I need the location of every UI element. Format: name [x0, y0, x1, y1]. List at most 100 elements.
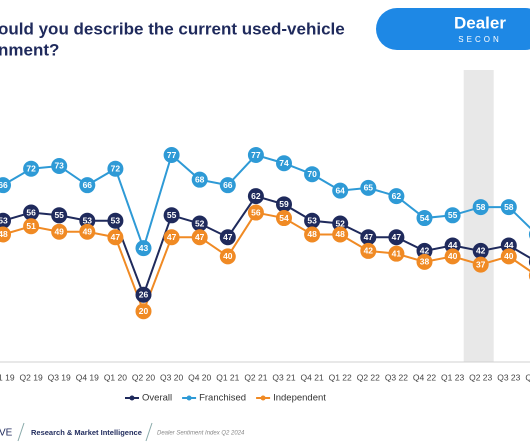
point — [247, 188, 264, 205]
value-label: 66 — [83, 180, 93, 190]
value-label: 62 — [251, 191, 261, 201]
x-tick-label: Q2 20 — [132, 372, 155, 382]
value-label: 48 — [335, 229, 345, 239]
value-label: 40 — [223, 251, 233, 261]
point — [107, 160, 124, 177]
point — [23, 218, 40, 235]
x-tick-label: Q2 19 — [20, 372, 43, 382]
value-label: 77 — [251, 150, 261, 160]
point — [51, 223, 68, 240]
point — [163, 207, 180, 224]
value-label: 37 — [476, 259, 486, 269]
value-label: 55 — [54, 210, 64, 220]
x-tick-label: Q4 23 — [525, 372, 530, 382]
value-label: 38 — [420, 257, 430, 267]
value-label: 42 — [364, 246, 374, 256]
value-label: 53 — [83, 216, 93, 226]
x-tick-label: Q1 20 — [104, 372, 127, 382]
value-label: 49 — [83, 226, 93, 236]
value-label: 54 — [279, 213, 289, 223]
point — [444, 237, 461, 254]
value-label: 52 — [335, 218, 345, 228]
x-tick-label: Q3 22 — [385, 372, 408, 382]
value-label: 44 — [504, 240, 514, 250]
x-tick-label: Q3 20 — [160, 372, 183, 382]
footer-source: Dealer Sentiment Index Q2 2024 — [157, 431, 245, 437]
value-label: 26 — [139, 290, 149, 300]
footer-division: Research & Market Intelligence — [31, 428, 142, 437]
value-label: 58 — [476, 202, 486, 212]
point — [0, 212, 11, 229]
legend-label: Independent — [273, 393, 326, 404]
value-label: 66 — [0, 180, 8, 190]
header-badge — [376, 8, 530, 50]
badge-title: Dealer — [454, 13, 506, 32]
value-label: 47 — [364, 232, 374, 242]
value-label: 53 — [0, 216, 8, 226]
point — [219, 248, 236, 265]
value-label: 49 — [54, 226, 64, 236]
divider — [17, 422, 25, 442]
value-label: 68 — [195, 174, 205, 184]
point — [416, 253, 433, 270]
value-label: 41 — [392, 248, 402, 258]
legend-marker — [186, 395, 192, 401]
value-label: 51 — [26, 221, 36, 231]
point — [388, 245, 405, 262]
value-label: 58 — [504, 202, 514, 212]
value-label: 73 — [54, 161, 64, 171]
value-label: 55 — [448, 210, 458, 220]
x-tick-label: Q4 20 — [188, 372, 211, 382]
x-tick-label: Q2 21 — [244, 372, 267, 382]
point — [79, 223, 96, 240]
point — [388, 229, 405, 246]
point — [332, 215, 349, 232]
value-label: 54 — [420, 213, 430, 223]
point — [416, 242, 433, 259]
divider — [145, 422, 153, 442]
x-tick-label: Q3 19 — [48, 372, 71, 382]
value-label: 42 — [420, 246, 430, 256]
point — [304, 226, 321, 243]
value-label: 56 — [251, 207, 261, 217]
point — [51, 157, 68, 174]
value-label: 62 — [392, 191, 402, 201]
point — [0, 226, 11, 243]
point — [444, 248, 461, 265]
point — [135, 240, 152, 257]
x-tick-label: Q4 19 — [76, 372, 99, 382]
value-label: 47 — [195, 232, 205, 242]
point — [276, 155, 292, 172]
point — [163, 147, 180, 164]
point — [107, 229, 124, 246]
value-label: 64 — [335, 185, 345, 195]
value-label: 47 — [111, 232, 121, 242]
footer-logo: VE — [0, 428, 13, 439]
value-label: 55 — [167, 210, 177, 220]
chart-title: ould you describe the current used-vehic… — [0, 19, 345, 38]
value-label: 47 — [392, 232, 402, 242]
value-label: 40 — [504, 251, 514, 261]
value-label: 72 — [111, 163, 121, 173]
point — [135, 303, 152, 320]
point — [191, 215, 208, 232]
point — [360, 229, 377, 246]
x-tick-label: Q1 23 — [441, 372, 464, 382]
point — [472, 242, 489, 259]
x-tick-label: Q3 23 — [497, 372, 520, 382]
point — [79, 177, 96, 194]
point — [219, 177, 236, 194]
value-label: 43 — [139, 243, 149, 253]
point — [416, 210, 433, 227]
point — [135, 286, 152, 303]
point — [276, 210, 292, 227]
x-tick-label: Q1 22 — [329, 372, 352, 382]
legend-label: Franchised — [199, 393, 246, 404]
value-label: 74 — [279, 158, 289, 168]
x-tick-label: Q3 21 — [272, 372, 295, 382]
value-label: 65 — [364, 183, 374, 193]
point — [500, 237, 517, 254]
point — [332, 182, 349, 199]
point — [163, 229, 180, 246]
